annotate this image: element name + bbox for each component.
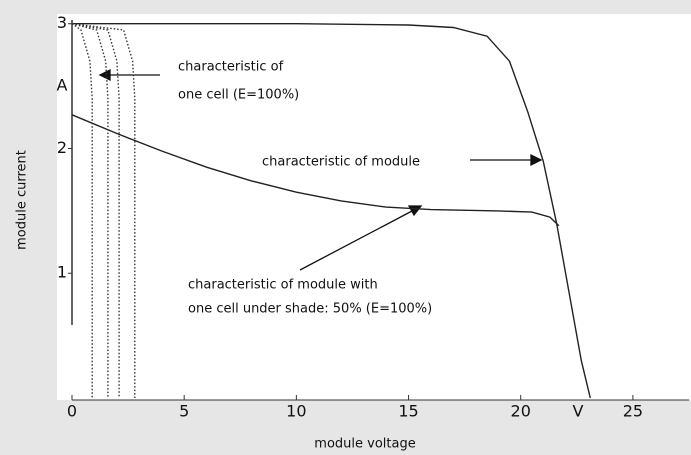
y-tick-label: 3 [57, 13, 67, 32]
y-axis-label: module current [15, 150, 30, 250]
x-axis-label: module voltage [314, 437, 415, 452]
arrow-head [98, 68, 111, 82]
arrow-head [530, 153, 543, 167]
x-tick-label: 0 [67, 402, 77, 421]
x-unit: V [573, 402, 584, 421]
annotation: characteristic of [178, 60, 284, 75]
annotation: characteristic of module with [188, 278, 378, 293]
arrows [98, 68, 543, 271]
plot-area [57, 14, 691, 400]
y-tick-label: 2 [57, 138, 67, 157]
x-tick-label: 10 [286, 402, 306, 421]
y-tick-label: 1 [57, 263, 67, 282]
series-line [71, 23, 136, 398]
x-tick-label: 5 [179, 402, 189, 421]
series-line [71, 114, 560, 227]
annotation: one cell (E=100%) [178, 88, 299, 103]
annotation: one cell under shade: 50% (E=100%) [188, 302, 432, 317]
series-line [72, 23, 591, 399]
series-line [71, 23, 93, 398]
x-tick-label: 20 [511, 402, 531, 421]
x-tick-label: 15 [398, 402, 418, 421]
x-tick-label: 25 [623, 402, 643, 421]
y-unit: A [57, 76, 68, 95]
arrow [299, 210, 413, 271]
annotation: characteristic of module [262, 155, 420, 170]
